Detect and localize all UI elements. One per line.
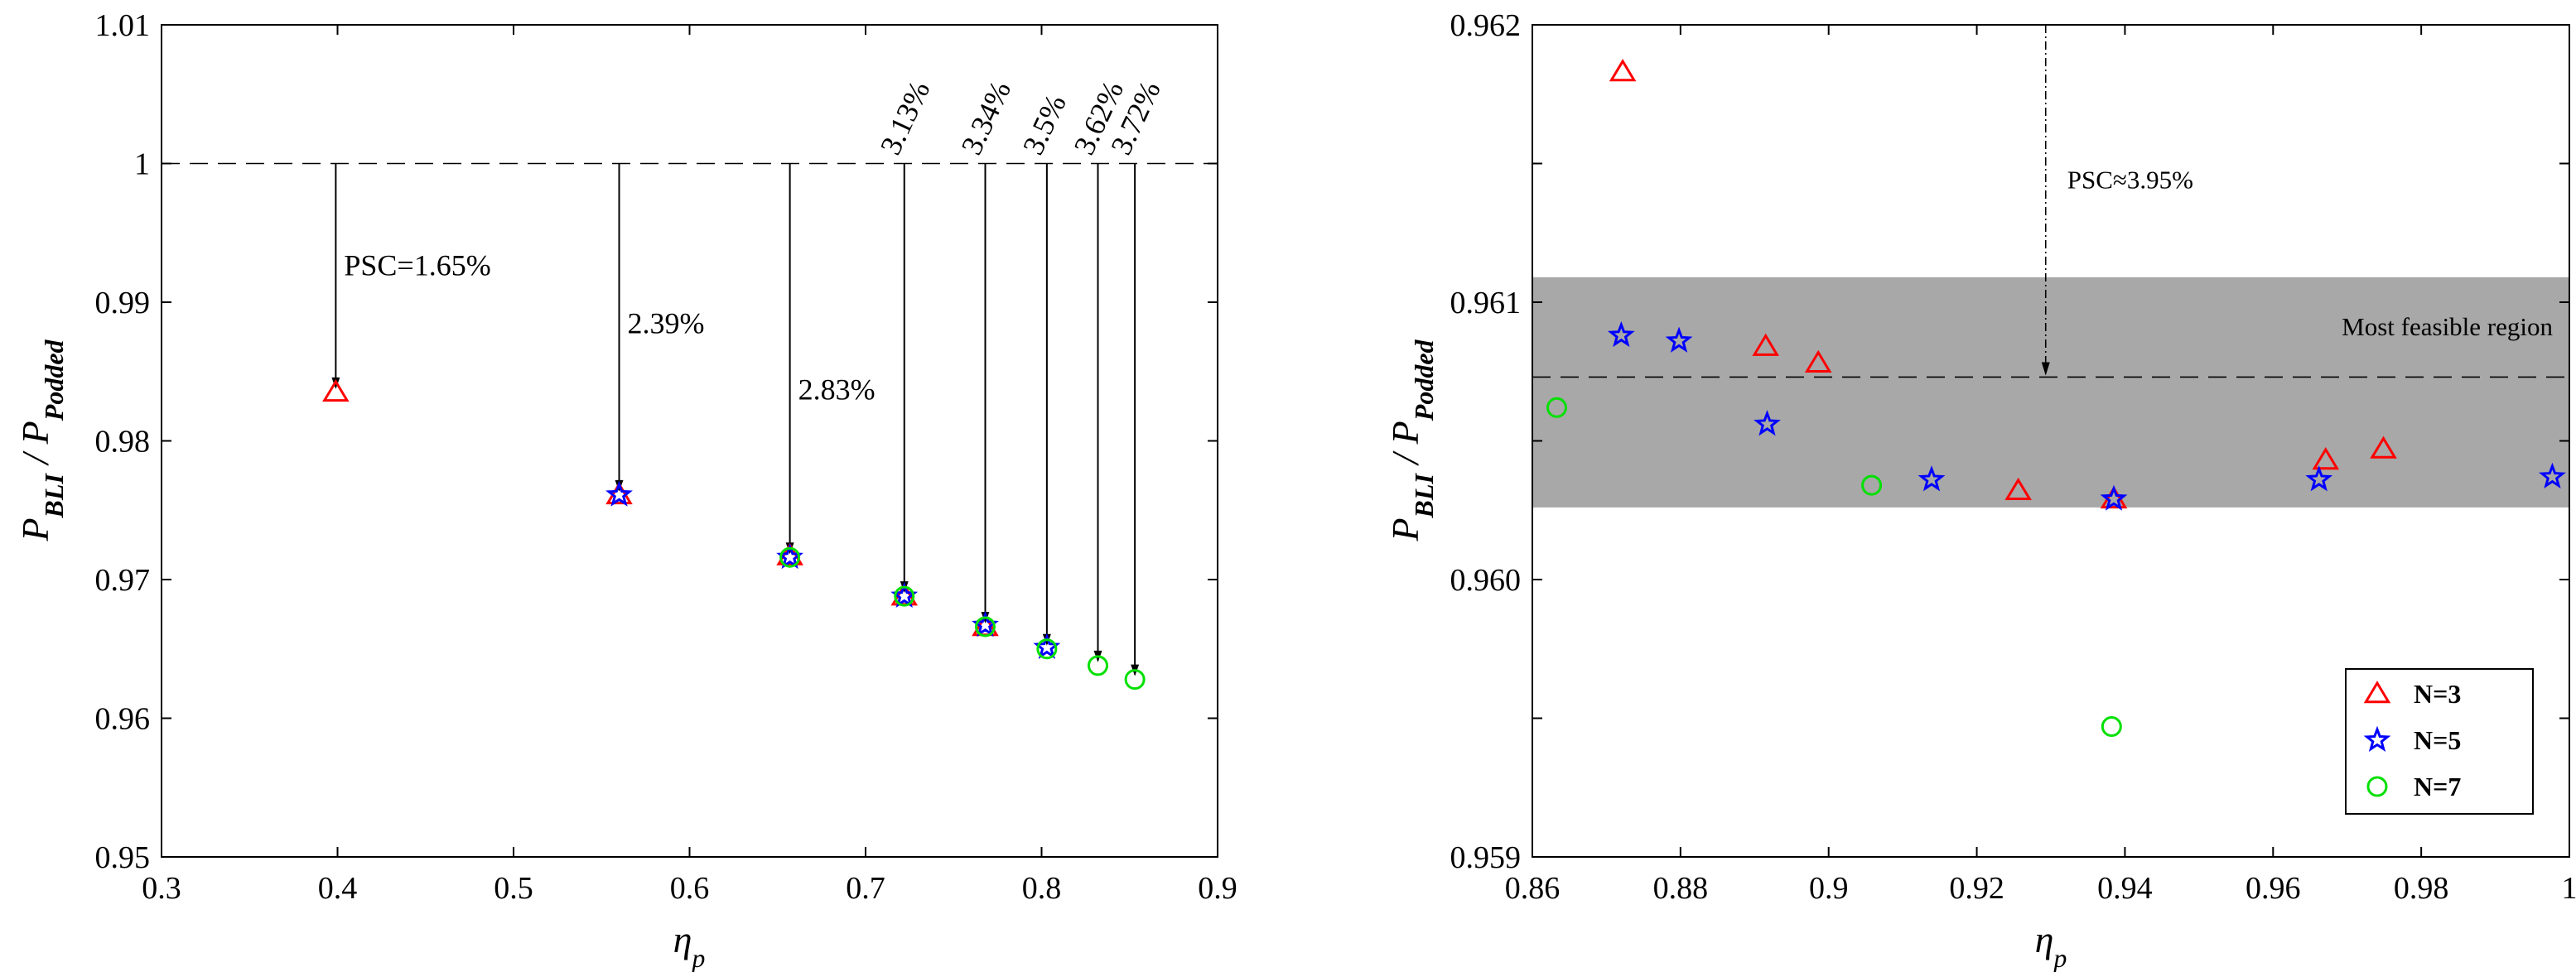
right-x-tick-label: 0.88 <box>1653 871 1709 906</box>
right-x-tick-label: 0.92 <box>1949 871 2004 906</box>
right-point-triangle <box>1752 333 1779 356</box>
right-point-star <box>1754 410 1781 436</box>
right-data-marks <box>1546 59 2566 738</box>
right-x-tick-label: 0.86 <box>1505 871 1561 906</box>
left-x-tick-label: 0.6 <box>670 871 710 906</box>
feasible-region-label: Most feasible region <box>2342 312 2553 341</box>
left-point-star <box>605 480 633 507</box>
feasible-region-band <box>1532 277 2569 508</box>
left-x-tick-label: 0.4 <box>318 871 358 906</box>
left-psc-label: 3.34% <box>954 76 1017 160</box>
legend-marker-star <box>2363 725 2391 752</box>
legend-marker-circle <box>2366 776 2388 797</box>
right-panel-background-layer <box>1532 277 2569 508</box>
right-axis-ticks: 0.86 0.88 0.9 0.92 0.94 0.96 0.98 1 0.959 0.960 0.… <box>1450 8 2576 906</box>
left-psc-label: 3.13% <box>874 76 937 160</box>
right-point-circle <box>1546 397 1568 418</box>
left-y-tick-label: 1 <box>134 147 150 182</box>
left-y-tick-label: 0.98 <box>95 425 151 460</box>
right-point-triangle <box>1609 59 1637 82</box>
left-x-tick-label: 0.7 <box>846 871 885 906</box>
right-point-star <box>2100 484 2128 511</box>
left-y-tick-label: 1.01 <box>95 8 151 43</box>
right-point-star <box>2305 465 2333 492</box>
psc-label: PSC≈3.95% <box>2067 166 2193 195</box>
right-point-circle <box>1861 474 1883 496</box>
right-y-axis-title-text: PBLI / PPodded <box>1384 339 1439 541</box>
right-point-star <box>1607 320 1635 348</box>
left-axis-ticks: 0.3 0.4 0.5 0.6 0.7 0.8 0.9 0.95 0.96 0.97 0.98 0.9… <box>95 8 1237 906</box>
right-y-tick-label: 0.962 <box>1450 8 1522 43</box>
right-point-triangle <box>2100 485 2128 509</box>
left-psc-label: 2.83% <box>798 373 876 407</box>
legend-entry: N=7 <box>2414 772 2461 801</box>
right-y-tick-label: 0.960 <box>1450 563 1522 598</box>
left-point-circle <box>1124 669 1146 691</box>
psc-arrowhead <box>2041 362 2050 376</box>
left-annotations: PSC=1.65%2.39%2.83%3.13% 3.34%3.5%3.62%3.… <box>331 76 1167 676</box>
legend-marker-triangle <box>2363 681 2391 704</box>
left-psc-label: 2.39% <box>628 307 705 340</box>
left-y-axis-title: PBLI / PPodded <box>14 339 69 541</box>
right-point-star <box>1665 326 1693 353</box>
left-x-tick-label: 0.9 <box>1198 871 1237 906</box>
right-annotations: PSC≈3.95% Most feasible region <box>1532 25 2569 378</box>
left-y-axis-title-text: PBLI / PPodded <box>14 339 69 541</box>
left-data-marks <box>322 378 1146 691</box>
right-point-triangle <box>2370 435 2397 459</box>
left-plot-frame <box>161 24 1218 858</box>
left-x-tick-label: 0.3 <box>142 871 181 906</box>
left-point-circle <box>975 616 996 638</box>
left-point-circle <box>1036 638 1058 660</box>
left-x-tick-label: 0.5 <box>494 871 533 906</box>
right-panel: 0.86 0.88 0.9 0.92 0.94 0.96 0.98 1 0.959 0.960 0.… <box>1384 8 2576 972</box>
legend-entry: N=5 <box>2414 725 2461 755</box>
left-y-tick-label: 0.96 <box>95 702 151 737</box>
legend-box <box>2345 668 2534 815</box>
right-x-tick-label: 0.98 <box>2394 871 2449 906</box>
right-point-star <box>1918 465 1946 492</box>
right-x-axis-title: ηp <box>2035 918 2067 972</box>
right-x-tick-label: 0.9 <box>1809 871 1849 906</box>
right-y-tick-label: 0.959 <box>1450 840 1522 875</box>
right-x-tick-label: 1 <box>2562 871 2576 906</box>
left-point-circle <box>1088 655 1108 676</box>
left-y-tick-label: 0.95 <box>95 840 151 875</box>
left-y-tick-label: 0.97 <box>95 563 151 598</box>
legend-entry: N=3 <box>2414 679 2461 709</box>
left-point-triangle <box>605 481 633 505</box>
left-point-circle <box>779 546 801 568</box>
left-point-triangle <box>322 378 350 402</box>
left-y-tick-label: 0.99 <box>95 286 151 320</box>
left-psc-label: 3.5% <box>1016 89 1073 160</box>
left-x-tick-label: 0.8 <box>1022 871 1062 906</box>
right-point-triangle <box>1804 349 1832 373</box>
right-x-tick-label: 0.94 <box>2097 871 2153 906</box>
right-x-tick-label: 0.96 <box>2246 871 2301 906</box>
right-point-circle <box>2101 716 2122 738</box>
legend: N=3 N=5 N=7 <box>2345 668 2534 815</box>
right-point-star <box>2539 462 2566 489</box>
right-y-axis-title: PBLI / PPodded <box>1384 339 1439 541</box>
left-x-axis-title: ηp <box>673 918 706 972</box>
right-point-triangle <box>2312 447 2340 470</box>
left-panel: 0.3 0.4 0.5 0.6 0.7 0.8 0.9 0.95 0.96 0.97 0.98 0.9… <box>14 8 1237 972</box>
right-y-tick-label: 0.961 <box>1450 286 1522 320</box>
left-point-circle <box>894 585 915 607</box>
left-psc-label: PSC=1.65% <box>344 249 490 282</box>
right-point-triangle <box>2004 477 2032 501</box>
